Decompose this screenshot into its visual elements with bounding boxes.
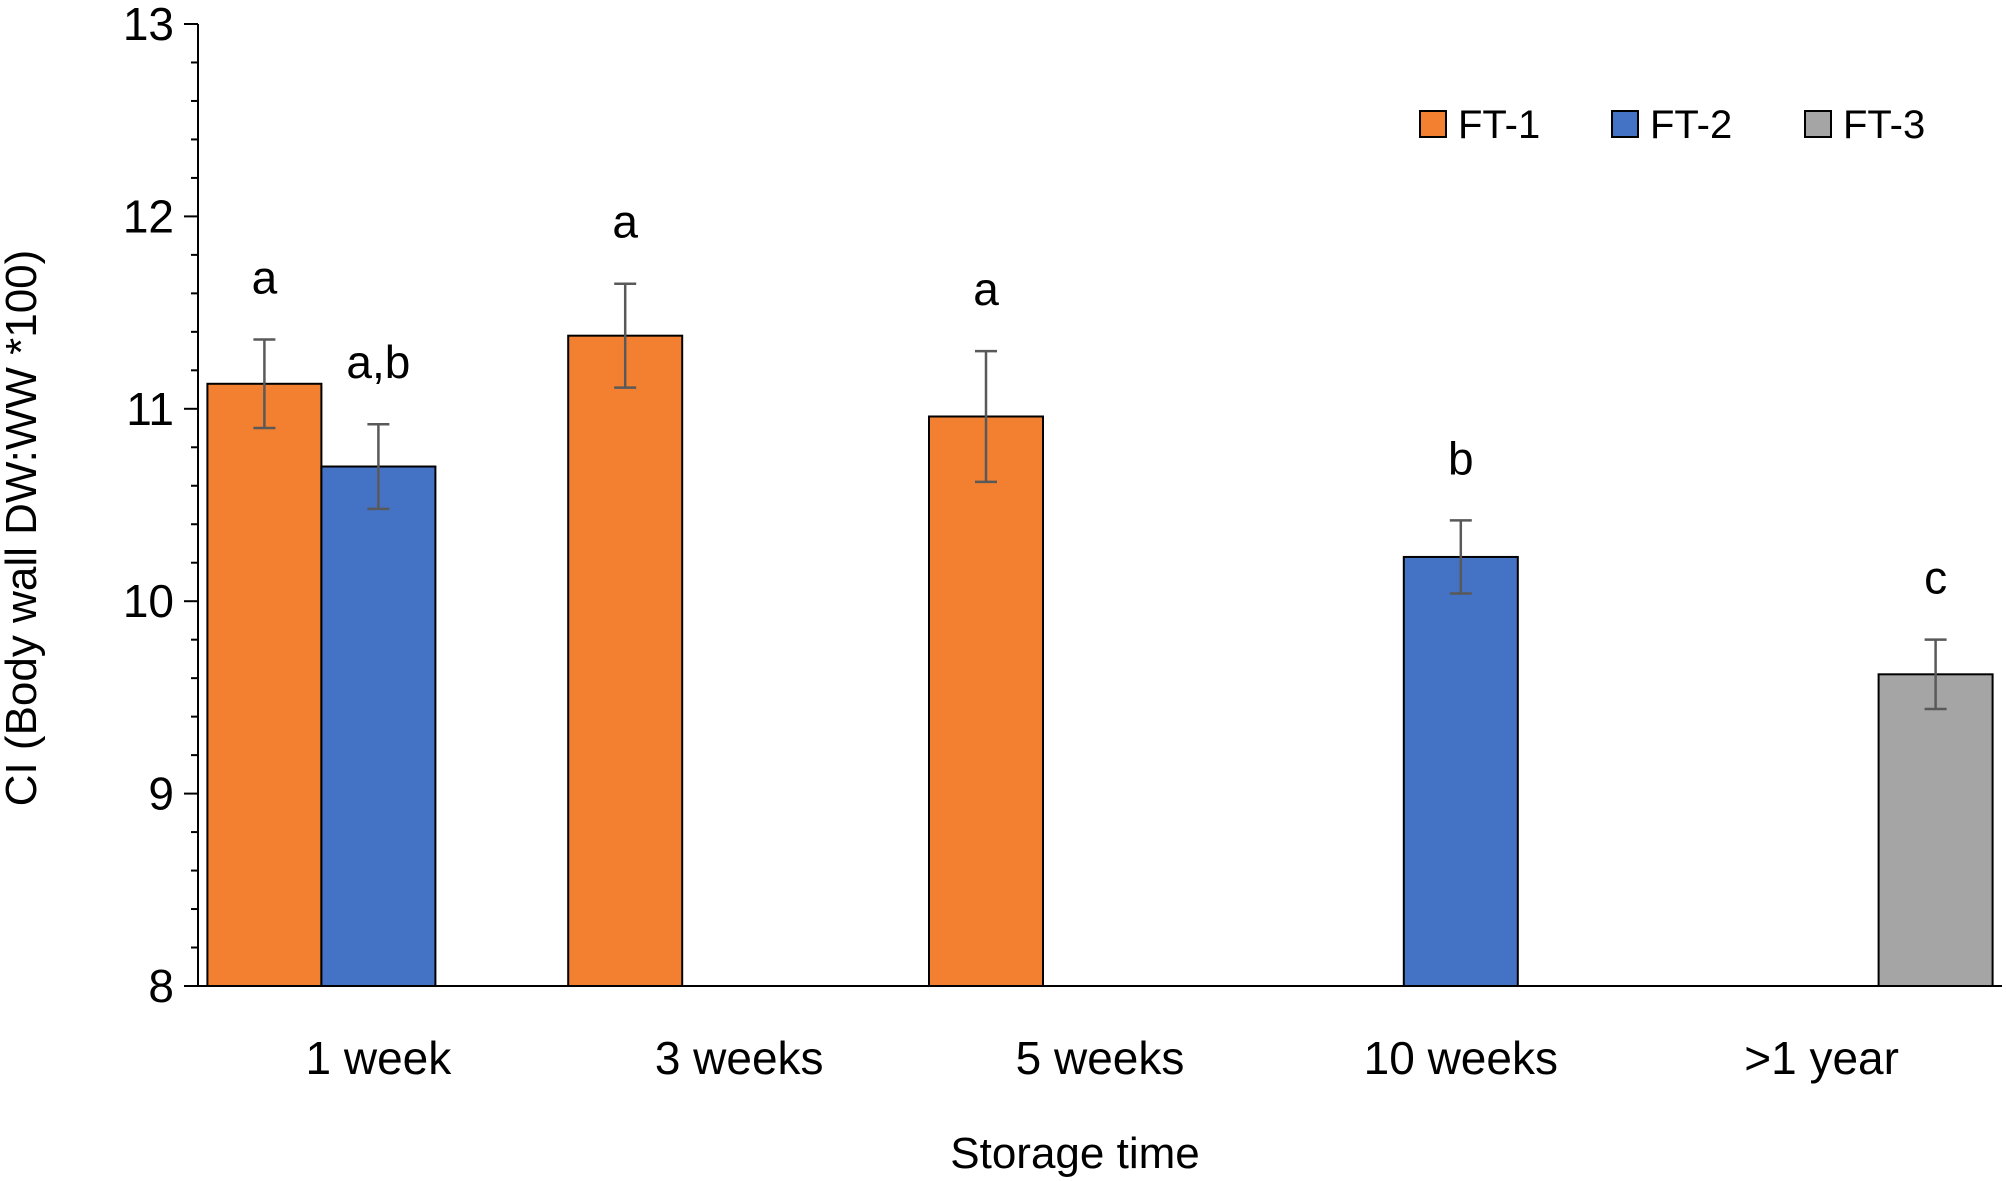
bar xyxy=(928,415,1044,988)
y-tick-label: 10 xyxy=(123,575,174,627)
significance-label: a xyxy=(612,196,638,248)
x-category-label: 5 weeks xyxy=(1016,1032,1185,1084)
legend-label: FT-3 xyxy=(1843,103,1925,147)
bar xyxy=(1877,673,1994,987)
x-category-label: >1 year xyxy=(1744,1032,1899,1084)
y-tick-label: 8 xyxy=(148,960,174,1012)
bar xyxy=(206,382,323,987)
significance-label: a xyxy=(973,263,999,315)
significance-label: b xyxy=(1448,432,1474,484)
legend-swatch xyxy=(1419,110,1447,138)
x-category-label: 1 week xyxy=(306,1032,453,1084)
y-tick-label: 11 xyxy=(126,383,174,435)
y-tick-label: 9 xyxy=(148,768,174,820)
legend: FT-1 FT-2 FT-3 xyxy=(1419,103,1925,147)
y-tick-label: 12 xyxy=(123,190,174,242)
y-tick-label: 13 xyxy=(123,0,174,50)
x-category-label: 10 weeks xyxy=(1364,1032,1558,1084)
x-category-label: 3 weeks xyxy=(655,1032,824,1084)
significance-label: c xyxy=(1924,552,1947,604)
plot-area: 8 9 10 11 12 13 1 week 3 weeks 5 weeks 10 weeks >1… xyxy=(123,0,2002,1084)
legend-swatch xyxy=(1804,110,1832,138)
bar xyxy=(320,465,437,987)
significance-label: a xyxy=(252,252,278,304)
significance-label: a,b xyxy=(346,336,410,388)
bar xyxy=(567,334,684,987)
y-axis-title: CI (Body wall DW:WW *100) xyxy=(0,250,46,807)
x-axis-title: Storage time xyxy=(950,1129,1199,1178)
legend-swatch xyxy=(1611,110,1639,138)
legend-label: FT-2 xyxy=(1650,103,1732,147)
legend-label: FT-1 xyxy=(1458,103,1540,147)
bar xyxy=(1402,555,1519,987)
